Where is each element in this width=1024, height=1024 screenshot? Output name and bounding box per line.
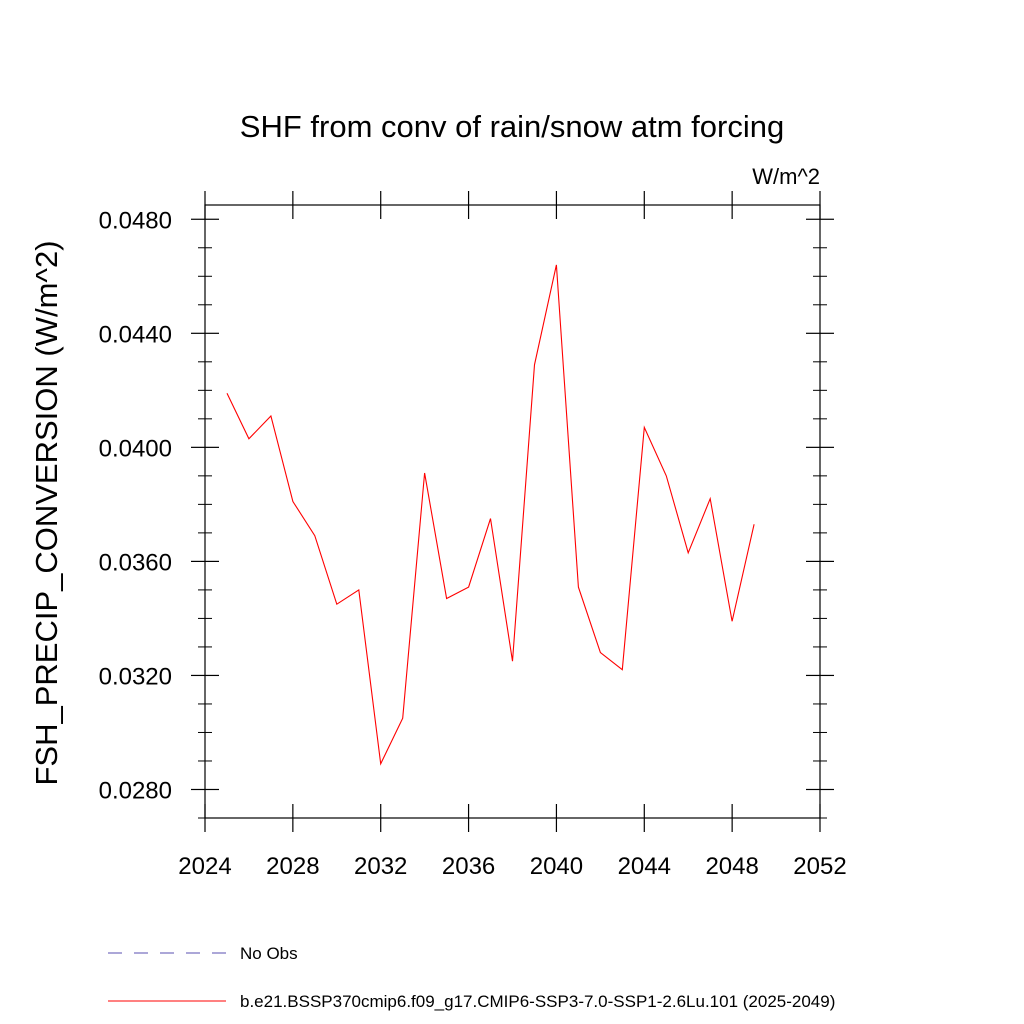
- y-tick-label: 0.0400: [99, 435, 172, 462]
- y-axis: 0.0280 0.0320 0.0360 0.0400 0.0440 0.0480: [99, 207, 834, 819]
- legend: No Obs b.e21.BSSP370cmip6.f09_g17.CMIP6-…: [108, 944, 835, 1011]
- y-axis-label: FSH_PRECIP_CONVERSION (W/m^2): [29, 240, 64, 785]
- x-tick-label: 2052: [793, 853, 846, 880]
- x-tick-label: 2032: [354, 853, 407, 880]
- chart-title: SHF from conv of rain/snow atm forcing: [240, 109, 784, 144]
- legend-label-no-obs: No Obs: [240, 944, 298, 963]
- x-tick-label: 2044: [618, 853, 671, 880]
- y-tick-label: 0.0360: [99, 549, 172, 576]
- series-layer: [226, 264, 755, 766]
- y-tick-label: 0.0280: [99, 777, 172, 804]
- x-tick-label: 2036: [442, 853, 495, 880]
- x-tick-label: 2048: [705, 853, 758, 880]
- x-axis: 2024 2028 2032 2036 2040 2044 2048 2052: [178, 191, 847, 880]
- plot-frame: [204, 204, 821, 819]
- units-label: W/m^2: [752, 164, 820, 189]
- y-tick-label: 0.0440: [99, 321, 172, 348]
- y-tick-label: 0.0480: [99, 207, 172, 234]
- y-tick-label: 0.0320: [99, 663, 172, 690]
- legend-label-series: b.e21.BSSP370cmip6.f09_g17.CMIP6-SSP3-7.…: [240, 992, 835, 1011]
- x-tick-label: 2028: [266, 853, 319, 880]
- x-tick-label: 2024: [178, 853, 231, 880]
- series-line-0: [226, 264, 755, 766]
- x-tick-label: 2040: [530, 853, 583, 880]
